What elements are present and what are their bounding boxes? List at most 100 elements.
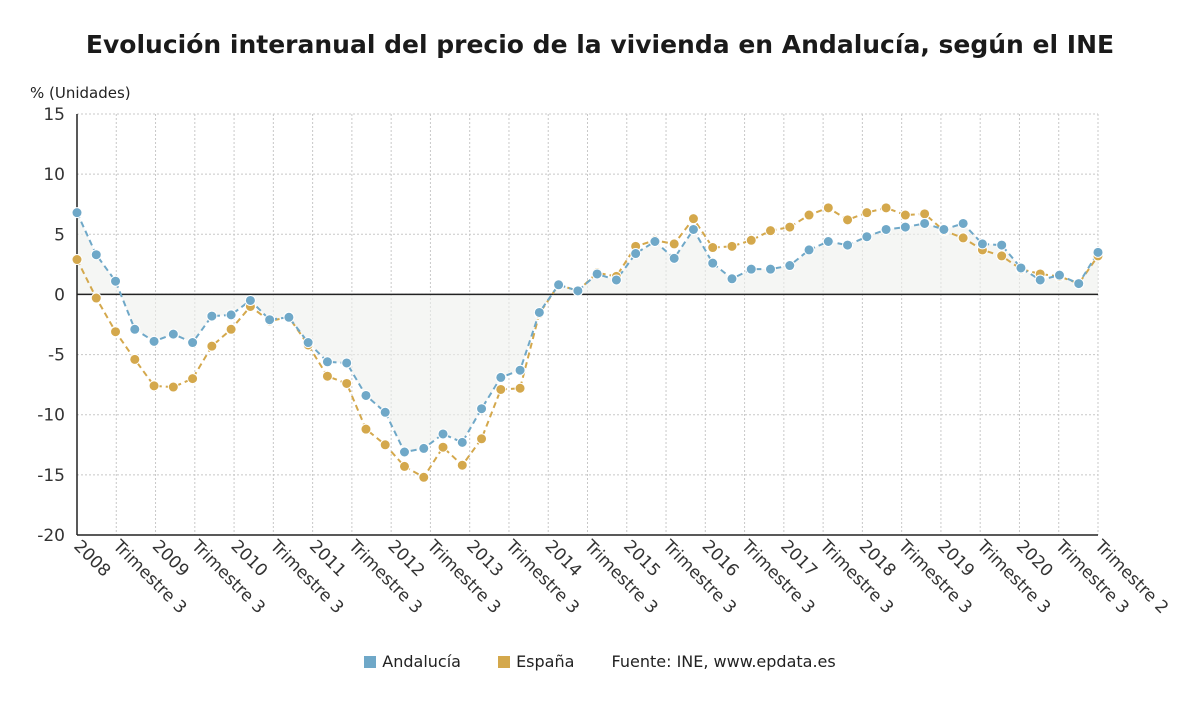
point-espana-31[interactable] [668, 238, 680, 250]
point-andalucia-50[interactable] [1034, 274, 1046, 286]
point-andalucia-36[interactable] [765, 263, 777, 275]
point-espana-21[interactable] [476, 433, 488, 445]
point-andalucia-29[interactable] [630, 248, 642, 260]
point-andalucia-3[interactable] [129, 323, 141, 335]
point-andalucia-7[interactable] [206, 310, 218, 322]
point-andalucia-0[interactable] [71, 207, 83, 219]
point-andalucia-35[interactable] [745, 263, 757, 275]
point-espana-32[interactable] [687, 213, 699, 225]
point-andalucia-53[interactable] [1092, 246, 1104, 258]
point-andalucia-25[interactable] [553, 279, 565, 291]
point-espana-35[interactable] [745, 234, 757, 246]
point-andalucia-48[interactable] [996, 239, 1008, 251]
point-andalucia-31[interactable] [668, 252, 680, 264]
point-andalucia-49[interactable] [1015, 262, 1027, 274]
point-andalucia-8[interactable] [225, 309, 237, 321]
point-espana-37[interactable] [784, 221, 796, 233]
point-espana-18[interactable] [418, 471, 430, 483]
point-andalucia-4[interactable] [148, 335, 160, 347]
point-andalucia-9[interactable] [244, 294, 256, 306]
data-points [71, 202, 1104, 483]
point-andalucia-17[interactable] [398, 446, 410, 458]
legend-item-espana[interactable]: España [498, 652, 574, 671]
y-tick-label-7: -20 [37, 526, 65, 546]
point-andalucia-46[interactable] [957, 217, 969, 229]
point-espana-6[interactable] [187, 373, 199, 385]
point-espana-5[interactable] [167, 381, 179, 393]
point-andalucia-11[interactable] [283, 311, 295, 323]
point-andalucia-43[interactable] [899, 221, 911, 233]
point-andalucia-20[interactable] [456, 436, 468, 448]
point-andalucia-44[interactable] [919, 217, 931, 229]
point-andalucia-39[interactable] [822, 236, 834, 248]
point-andalucia-5[interactable] [167, 328, 179, 340]
point-andalucia-42[interactable] [880, 223, 892, 235]
point-andalucia-1[interactable] [90, 249, 102, 261]
point-andalucia-45[interactable] [938, 223, 950, 235]
point-andalucia-40[interactable] [842, 239, 854, 251]
y-tick-label-6: -15 [37, 466, 65, 486]
point-andalucia-12[interactable] [302, 337, 314, 349]
point-andalucia-28[interactable] [610, 274, 622, 286]
point-andalucia-6[interactable] [187, 337, 199, 349]
point-andalucia-22[interactable] [495, 371, 507, 383]
point-espana-8[interactable] [225, 323, 237, 335]
point-andalucia-34[interactable] [726, 273, 738, 285]
point-espana-23[interactable] [514, 382, 526, 394]
point-espana-46[interactable] [957, 232, 969, 244]
x-tick-label-0: 2008 [69, 536, 114, 581]
point-andalucia-41[interactable] [861, 231, 873, 243]
point-andalucia-26[interactable] [572, 285, 584, 297]
point-andalucia-10[interactable] [264, 314, 276, 326]
point-espana-17[interactable] [398, 460, 410, 472]
point-espana-19[interactable] [437, 441, 449, 453]
point-andalucia-52[interactable] [1073, 278, 1085, 290]
point-espana-44[interactable] [919, 208, 931, 220]
point-espana-36[interactable] [765, 225, 777, 237]
point-andalucia-21[interactable] [476, 403, 488, 415]
point-espana-48[interactable] [996, 250, 1008, 262]
point-andalucia-30[interactable] [649, 236, 661, 248]
point-espana-34[interactable] [726, 240, 738, 252]
point-espana-1[interactable] [90, 292, 102, 304]
point-andalucia-18[interactable] [418, 442, 430, 454]
legend-item-andalucia[interactable]: Andalucía [364, 652, 461, 671]
point-espana-40[interactable] [842, 214, 854, 226]
point-andalucia-38[interactable] [803, 244, 815, 256]
y-tick-label-4: -5 [48, 346, 65, 366]
point-espana-2[interactable] [110, 326, 122, 338]
point-espana-14[interactable] [341, 377, 353, 389]
point-espana-7[interactable] [206, 340, 218, 352]
point-espana-4[interactable] [148, 380, 160, 392]
point-espana-41[interactable] [861, 207, 873, 219]
point-andalucia-24[interactable] [533, 306, 545, 318]
point-andalucia-27[interactable] [591, 268, 603, 280]
point-andalucia-47[interactable] [976, 238, 988, 250]
point-espana-42[interactable] [880, 202, 892, 214]
point-espana-39[interactable] [822, 202, 834, 214]
point-andalucia-32[interactable] [687, 223, 699, 235]
point-espana-15[interactable] [360, 423, 372, 435]
point-espana-0[interactable] [71, 254, 83, 266]
point-espana-33[interactable] [707, 242, 719, 254]
point-andalucia-23[interactable] [514, 364, 526, 376]
point-andalucia-16[interactable] [379, 406, 391, 418]
point-espana-38[interactable] [803, 209, 815, 221]
point-andalucia-33[interactable] [707, 257, 719, 269]
point-espana-3[interactable] [129, 353, 141, 365]
point-andalucia-2[interactable] [110, 275, 122, 287]
point-espana-13[interactable] [321, 370, 333, 382]
point-andalucia-19[interactable] [437, 428, 449, 440]
point-andalucia-51[interactable] [1053, 269, 1065, 281]
point-espana-43[interactable] [899, 209, 911, 221]
point-andalucia-13[interactable] [321, 356, 333, 368]
area-fills [77, 212, 1098, 453]
point-andalucia-37[interactable] [784, 260, 796, 272]
y-tick-label-0: 15 [43, 105, 65, 125]
point-espana-20[interactable] [456, 459, 468, 471]
point-andalucia-14[interactable] [341, 357, 353, 369]
point-espana-22[interactable] [495, 383, 507, 395]
point-espana-16[interactable] [379, 439, 391, 451]
point-andalucia-15[interactable] [360, 389, 372, 401]
